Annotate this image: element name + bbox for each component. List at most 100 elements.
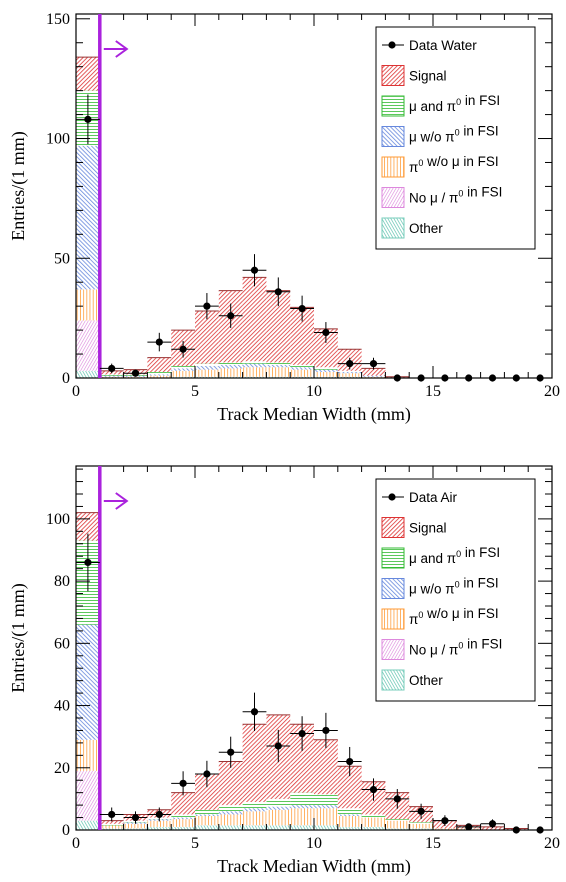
bar-signal-bin-12 xyxy=(361,368,386,376)
bar-signal-bin-7 xyxy=(242,277,267,362)
bar-other-bin-4 xyxy=(171,826,195,830)
bar-pi-w-o-mu-in-fsi-bin-11 xyxy=(337,816,362,827)
data-point xyxy=(227,312,235,320)
legend-swatch-pi-w-o-mu-in-fsi xyxy=(381,156,405,178)
bar-signal-bin-6 xyxy=(218,761,243,806)
bar-mu-and-pi-in-fsi-bin-11 xyxy=(337,808,362,815)
data-point xyxy=(488,820,497,828)
data-point xyxy=(441,374,449,382)
y-axis-title: Entries/(1 mm) xyxy=(8,131,29,240)
bar-pi-w-o-mu-in-fsi-bin-8 xyxy=(266,809,291,826)
data-point xyxy=(465,823,473,831)
legend-label-other: Other xyxy=(409,221,443,236)
bar-mu-w-o-pi-in-fsi-bin-10 xyxy=(314,805,338,809)
bar-pi-w-o-mu-in-fsi-bin-4 xyxy=(171,819,195,827)
data-point xyxy=(322,328,330,337)
legend-label-mu-and-pi-in-fsi: μ and π0 in FSI xyxy=(409,545,500,566)
data-point xyxy=(274,288,282,296)
bar-mu-and-pi-in-fsi-bin-6 xyxy=(218,362,243,365)
bar-other-bin-7 xyxy=(242,825,267,830)
legend-swatch-mu-w-o-pi-in-fsi xyxy=(381,578,405,599)
legend-swatch-pi-w-o-mu-in-fsi xyxy=(381,608,405,630)
data-points xyxy=(76,533,552,834)
bar-signal-bin-10 xyxy=(314,739,338,795)
y-tick-label: 100 xyxy=(46,511,70,528)
bar-signal-bin-4 xyxy=(171,792,195,815)
bar-mu-w-o-pi-in-fsi-bin-11 xyxy=(337,372,362,374)
bar-pi-w-o-mu-in-fsi-bin-8 xyxy=(266,367,291,377)
bar-other-bin-13 xyxy=(385,828,410,830)
bar-pi-w-o-mu-in-fsi-bin-11 xyxy=(337,373,362,377)
bar-other-bin-8 xyxy=(266,825,291,830)
bar-mu-w-o-pi-in-fsi-bin-7 xyxy=(242,808,267,812)
bar-mu-and-pi-in-fsi-bin-8 xyxy=(266,362,291,365)
legend-label-mu-w-o-pi-in-fsi: μ w/o π0 in FSI xyxy=(409,124,499,145)
bar-mu-and-pi-in-fsi-bin-4 xyxy=(171,814,195,818)
y-tick-label: 100 xyxy=(46,131,70,148)
data-point xyxy=(274,742,282,750)
bar-mu-and-pi-in-fsi-bin-1 xyxy=(99,823,124,826)
data-point xyxy=(393,374,401,382)
bar-mu-and-pi-in-fsi-bin-5 xyxy=(195,363,219,367)
bar-mu-w-o-pi-in-fsi-bin-12 xyxy=(361,375,386,377)
y-tick-label: 40 xyxy=(54,698,70,715)
cut-arrow-head xyxy=(115,40,129,58)
data-point xyxy=(179,779,187,787)
bar-mu-w-o-pi-in-fsi-bin-5 xyxy=(195,814,219,816)
bar-pi-w-o-mu-in-fsi-bin-10 xyxy=(314,372,338,377)
legend-label-no-mu-pi-in-fsi: No μ / π0 in FSI xyxy=(409,185,502,206)
bar-mu-and-pi-in-fsi-bin-6 xyxy=(218,805,243,812)
bar-signal-bin-9 xyxy=(290,307,314,365)
bar-other-bin-0 xyxy=(76,820,100,830)
data-point xyxy=(488,374,497,382)
data-point xyxy=(417,807,425,815)
x-tick-label: 0 xyxy=(72,383,80,400)
legend-label-no-mu-pi-in-fsi: No μ / π0 in FSI xyxy=(409,637,502,658)
bar-mu-and-pi-in-fsi-bin-14 xyxy=(409,822,433,824)
bar-signal-bin-9 xyxy=(290,724,314,793)
bar-mu-w-o-pi-in-fsi-bin-0 xyxy=(76,624,100,740)
bar-other-bin-3 xyxy=(147,826,172,830)
x-tick-label: 10 xyxy=(306,383,322,400)
bar-other-bin-0 xyxy=(76,370,100,378)
data-point xyxy=(250,266,259,274)
data-point xyxy=(155,338,163,346)
bar-pi-w-o-mu-in-fsi-bin-14 xyxy=(409,823,433,829)
bar-no-mu-pi-in-fsi-bin-0 xyxy=(76,770,100,821)
bar-mu-and-pi-in-fsi-bin-10 xyxy=(314,367,338,370)
y-tick-label: 80 xyxy=(54,573,70,590)
bar-signal-bin-5 xyxy=(195,774,219,810)
bar-pi-w-o-mu-in-fsi-bin-9 xyxy=(290,808,314,826)
bar-mu-and-pi-in-fsi-bin-1 xyxy=(99,374,124,376)
legend-swatch-signal xyxy=(381,65,405,86)
legend-swatch-no-mu-pi-in-fsi xyxy=(381,187,405,208)
data-point xyxy=(227,748,235,756)
x-axis-title: Track Median Width (mm) xyxy=(217,856,411,877)
data-point xyxy=(322,726,330,735)
x-tick-label: 15 xyxy=(425,835,441,852)
bar-pi-w-o-mu-in-fsi-bin-0 xyxy=(76,289,100,321)
legend-label-data-air: Data Air xyxy=(409,490,458,505)
bar-pi-w-o-mu-in-fsi-bin-7 xyxy=(242,811,267,826)
bar-signal-bin-0 xyxy=(76,57,100,91)
legend-label-pi-w-o-mu-in-fsi: π0 w/o μ in FSI xyxy=(409,606,499,627)
bar-signal-bin-8 xyxy=(266,290,291,363)
data-point xyxy=(536,374,544,382)
bar-other-bin-12 xyxy=(361,826,386,830)
bar-mu-and-pi-in-fsi-bin-4 xyxy=(171,366,195,369)
bar-pi-w-o-mu-in-fsi-bin-3 xyxy=(147,820,172,827)
bar-mu-w-o-pi-in-fsi-bin-6 xyxy=(218,811,243,815)
legend-swatch-no-mu-pi-in-fsi xyxy=(381,639,405,660)
y-tick-label: 20 xyxy=(54,760,70,777)
bar-signal-bin-0 xyxy=(76,512,100,541)
data-point xyxy=(512,826,520,834)
bar-pi-w-o-mu-in-fsi-bin-3 xyxy=(147,375,172,378)
bar-pi-w-o-mu-in-fsi-bin-5 xyxy=(195,369,219,377)
legend-swatch-mu-w-o-pi-in-fsi xyxy=(381,126,405,147)
bar-pi-w-o-mu-in-fsi-bin-0 xyxy=(76,739,100,771)
bar-mu-w-o-pi-in-fsi-bin-11 xyxy=(337,814,362,816)
bar-signal-bin-17 xyxy=(480,826,505,830)
bar-signal-bin-11 xyxy=(337,766,362,809)
data-point xyxy=(250,708,259,716)
data-point xyxy=(512,374,520,382)
